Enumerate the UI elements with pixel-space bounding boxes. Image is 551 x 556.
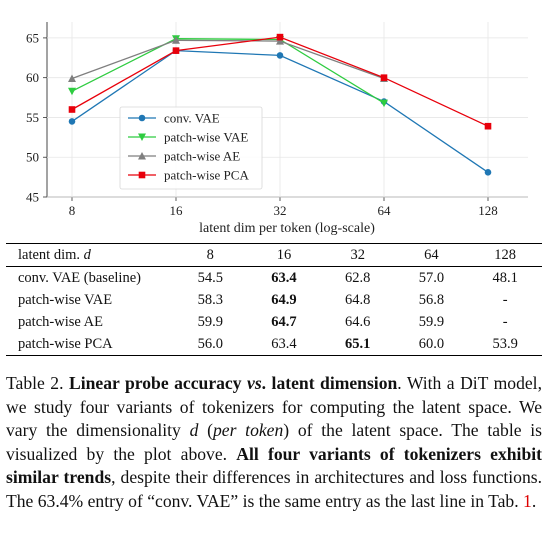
table-row-label: patch-wise VAE bbox=[18, 292, 113, 308]
caption-label: Table 2. bbox=[6, 373, 64, 393]
table-cell: 59.9 bbox=[418, 314, 445, 330]
chart-legend: conv. VAE patch-wise VAE patch-wise AE patc… bbox=[119, 106, 263, 190]
table-cell: 64.7 bbox=[271, 314, 297, 330]
table-cell: 62.8 bbox=[345, 270, 371, 286]
legend-item: patch-wise PCA bbox=[128, 168, 249, 183]
table-cell: 58.3 bbox=[197, 292, 223, 308]
data-point bbox=[172, 36, 180, 44]
x-tick-label: 64 bbox=[378, 203, 392, 218]
table-cell: 64.6 bbox=[345, 314, 371, 330]
table-header-cell: 16 bbox=[276, 247, 292, 263]
data-point bbox=[68, 74, 76, 82]
table-row: patch-wise VAE 58.3 64.9 64.8 56.8 - bbox=[6, 289, 542, 311]
table-row: patch-wise AE 59.9 64.7 64.6 59.9 - bbox=[6, 311, 542, 333]
chart-grid bbox=[47, 22, 528, 198]
data-point bbox=[484, 169, 492, 176]
legend-swatch-marker bbox=[138, 133, 146, 141]
series-patch-wise-vae bbox=[68, 35, 388, 108]
legend-label: patch-wise VAE bbox=[164, 130, 248, 145]
table-header-cell: 64 bbox=[424, 247, 439, 263]
table-cell: 54.5 bbox=[197, 270, 223, 286]
data-point bbox=[276, 37, 284, 45]
legend-label: conv. VAE bbox=[164, 111, 220, 126]
table-reference-link[interactable]: 1 bbox=[523, 490, 532, 511]
x-axis-label: latent dim per token (log-scale) bbox=[199, 221, 375, 236]
table-row-label: conv. VAE (baseline) bbox=[18, 270, 141, 286]
legend-item: conv. VAE bbox=[128, 111, 220, 126]
table-cell: 56.8 bbox=[418, 292, 445, 308]
legend-swatch-marker bbox=[138, 114, 146, 122]
data-point bbox=[68, 106, 76, 113]
data-point bbox=[172, 47, 180, 54]
series-line bbox=[71, 39, 385, 80]
table-cell: 56.0 bbox=[197, 336, 223, 352]
data-point bbox=[68, 118, 76, 125]
chart-axes: 45 50 55 60 65 8 16 32 64 128 latent dim per token… bbox=[26, 22, 528, 236]
legend-label: patch-wise AE bbox=[164, 149, 240, 164]
y-tick-label: 65 bbox=[26, 30, 39, 45]
table-cell: 48.1 bbox=[492, 270, 518, 286]
data-point bbox=[380, 99, 388, 108]
line-chart: 45 50 55 60 65 8 16 32 64 128 latent dim per token… bbox=[26, 22, 528, 236]
data-point bbox=[276, 52, 284, 59]
table-caption: Table 2. Linear probe accuracy vs. laten… bbox=[6, 373, 542, 511]
table-cell: 63.4 bbox=[271, 270, 297, 286]
table-cell: 63.4 bbox=[271, 336, 297, 352]
data-point bbox=[484, 122, 492, 130]
series-line bbox=[71, 38, 385, 104]
x-tick-label: 128 bbox=[478, 203, 498, 218]
table-row: patch-wise PCA 56.0 63.4 65.1 60.0 53.9 bbox=[6, 333, 542, 356]
table-cell: - bbox=[502, 292, 508, 308]
table-row: conv. VAE (baseline) 54.5 63.4 62.8 57.0… bbox=[6, 267, 542, 290]
legend-box bbox=[119, 106, 263, 190]
table-header-cell: 128 bbox=[494, 247, 516, 263]
table-cell: 64.8 bbox=[345, 292, 371, 308]
legend-swatch-marker bbox=[138, 171, 146, 179]
table-cell: 57.0 bbox=[418, 270, 445, 286]
series-patch-wise-ae bbox=[68, 36, 388, 82]
x-tick-label: 8 bbox=[69, 203, 76, 218]
legend-label: patch-wise PCA bbox=[164, 168, 249, 183]
y-tick-label: 55 bbox=[26, 110, 39, 125]
results-table: latent dim. d 8 16 32 64 128 conv. VAE (… bbox=[6, 243, 542, 356]
table-header-row: latent dim. d 8 16 32 64 128 bbox=[6, 243, 542, 267]
table-cell: - bbox=[502, 314, 508, 330]
data-point bbox=[276, 33, 284, 41]
caption-bold-sentence: All four variants of tokenizers exhibit … bbox=[6, 443, 542, 488]
y-tick-label: 45 bbox=[26, 190, 39, 205]
data-point bbox=[380, 74, 388, 81]
table-cell: 59.9 bbox=[197, 314, 223, 330]
chart-series bbox=[68, 33, 492, 176]
x-tick-label: 32 bbox=[274, 203, 287, 218]
data-point bbox=[68, 87, 76, 96]
table-cell: 64.9 bbox=[271, 292, 297, 308]
y-tick-label: 60 bbox=[26, 70, 39, 85]
table-row-label: patch-wise PCA bbox=[18, 336, 113, 352]
table-header-cell: 8 bbox=[206, 247, 214, 263]
caption-title: Linear probe accuracy vs. latent dimensi… bbox=[68, 373, 398, 393]
legend-item: patch-wise AE bbox=[128, 149, 240, 164]
table-cell: 60.0 bbox=[418, 336, 445, 352]
x-tick-label: 16 bbox=[170, 203, 184, 218]
table-cell: 53.9 bbox=[492, 336, 518, 352]
table-row-label: patch-wise AE bbox=[18, 314, 103, 330]
table-cell: 65.1 bbox=[345, 336, 371, 352]
legend-swatch-marker bbox=[138, 152, 146, 160]
y-tick-label: 50 bbox=[26, 150, 39, 165]
legend-item: patch-wise VAE bbox=[128, 130, 248, 145]
table-header-cell: 32 bbox=[350, 247, 365, 263]
table-header-label: latent dim. d bbox=[18, 247, 91, 263]
series-patch-wise-pca bbox=[68, 33, 492, 130]
